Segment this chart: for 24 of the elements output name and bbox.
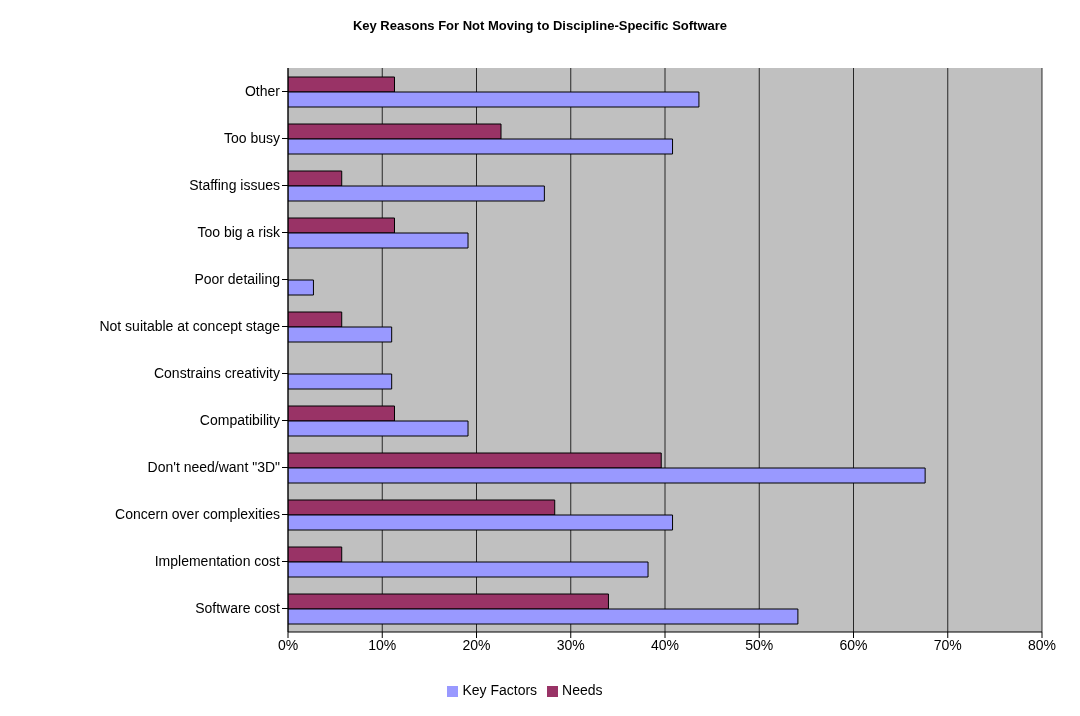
- y-tick-label: Compatibility: [199, 412, 280, 429]
- y-tick-label: Staffing issues: [189, 177, 280, 194]
- x-tick-label: 80%: [1027, 636, 1057, 653]
- y-tick-label: Too big a risk: [197, 224, 281, 241]
- y-tick-label: Implementation cost: [154, 553, 281, 570]
- y-tick-label: Too busy: [223, 130, 280, 147]
- x-tick-label: 10%: [368, 636, 397, 653]
- x-tick-label: 20%: [462, 636, 491, 653]
- x-tick-label: 40%: [650, 636, 680, 653]
- x-tick-label: 70%: [933, 636, 962, 653]
- x-tick-label: 30%: [556, 636, 585, 653]
- x-tick-label: 0%: [277, 636, 299, 653]
- y-tick-label: Not suitable at concept stage: [99, 318, 281, 335]
- y-tick-label: Concern over complexities: [115, 506, 280, 523]
- x-tick-label: 60%: [839, 636, 868, 653]
- x-tick-label: 50%: [745, 636, 774, 653]
- y-tick-label: Poor detailing: [194, 271, 280, 288]
- legend-label: Key Factors: [462, 682, 538, 698]
- legend-label: Needs: [562, 682, 603, 698]
- chart-title: Key Reasons For Not Moving to Discipline-Specific Software: [351, 17, 729, 35]
- y-tick-label: Software cost: [195, 600, 281, 617]
- y-tick-label: Don't need/want "3D": [147, 459, 281, 476]
- y-tick-label: Constrains creativity: [153, 365, 280, 382]
- y-tick-label: Other: [244, 83, 281, 100]
